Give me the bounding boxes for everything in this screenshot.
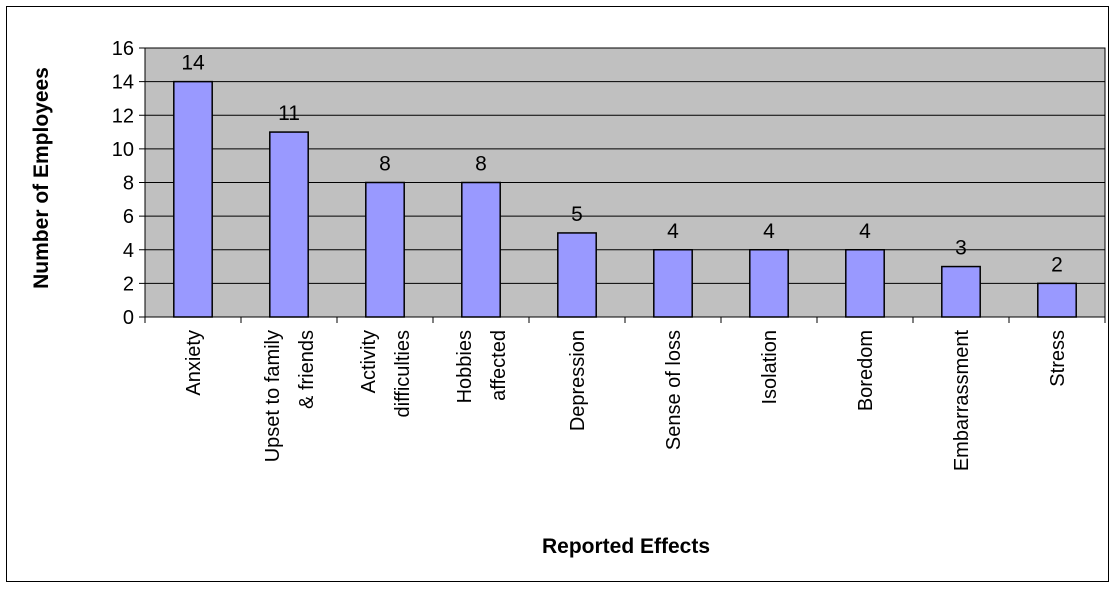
y-tick-label: 0 — [123, 307, 134, 329]
bar — [749, 249, 789, 318]
y-tick-label: 4 — [123, 240, 134, 262]
axes — [139, 47, 1106, 323]
bar — [845, 249, 885, 318]
bar — [557, 232, 597, 318]
x-tick-label: Isolation — [759, 330, 781, 405]
x-tick-label: difficulties — [392, 330, 414, 417]
y-tick-label: 2 — [123, 273, 134, 295]
data-label: 4 — [763, 220, 775, 243]
data-label: 8 — [475, 153, 487, 176]
x-tick-label: Depression — [567, 330, 589, 431]
x-tick-label: Sense of loss — [663, 330, 685, 450]
x-tick-label: Hobbies — [454, 330, 476, 403]
y-tick-label: 12 — [112, 105, 134, 127]
y-tick-label: 14 — [112, 72, 134, 94]
x-tick-label: & friends — [296, 330, 318, 409]
x-axis-title: Reported Effects — [542, 535, 710, 558]
bar — [941, 265, 981, 318]
y-tick-label: 16 — [112, 38, 134, 60]
data-label: 3 — [955, 237, 967, 260]
x-tick-label: Stress — [1047, 330, 1069, 387]
bar — [1037, 282, 1077, 318]
y-axis-title: Number of Employees — [30, 67, 53, 289]
bar — [173, 80, 213, 318]
x-tick-labels: Anxiety Upset to family & friends Activity d… — [183, 330, 1069, 472]
bar — [365, 181, 405, 318]
y-tick-label: 10 — [112, 139, 134, 161]
y-tick-labels: 0 2 4 6 8 10 12 14 16 — [112, 38, 134, 329]
x-tick-label: affected — [488, 330, 510, 401]
bar — [653, 249, 693, 318]
bar — [461, 181, 501, 318]
y-tick-label: 8 — [123, 173, 134, 195]
x-tick-label: Embarrassment — [951, 330, 973, 472]
x-tick-label: Anxiety — [183, 330, 205, 396]
data-label: 4 — [859, 220, 871, 243]
data-label: 5 — [571, 203, 583, 226]
x-tick-label: Upset to family — [262, 330, 284, 462]
data-labels: 14 11 8 8 5 4 4 4 3 2 — [181, 52, 1063, 277]
bars — [173, 80, 1077, 318]
data-label: 14 — [181, 52, 205, 75]
x-tick-label: Activity — [358, 330, 380, 393]
x-tick-label: Boredom — [855, 330, 877, 411]
y-tick-label: 6 — [123, 206, 134, 228]
data-label: 2 — [1051, 253, 1063, 276]
data-label: 4 — [667, 220, 679, 243]
bar — [269, 131, 309, 318]
data-label: 8 — [379, 153, 391, 176]
data-label: 11 — [278, 102, 300, 125]
